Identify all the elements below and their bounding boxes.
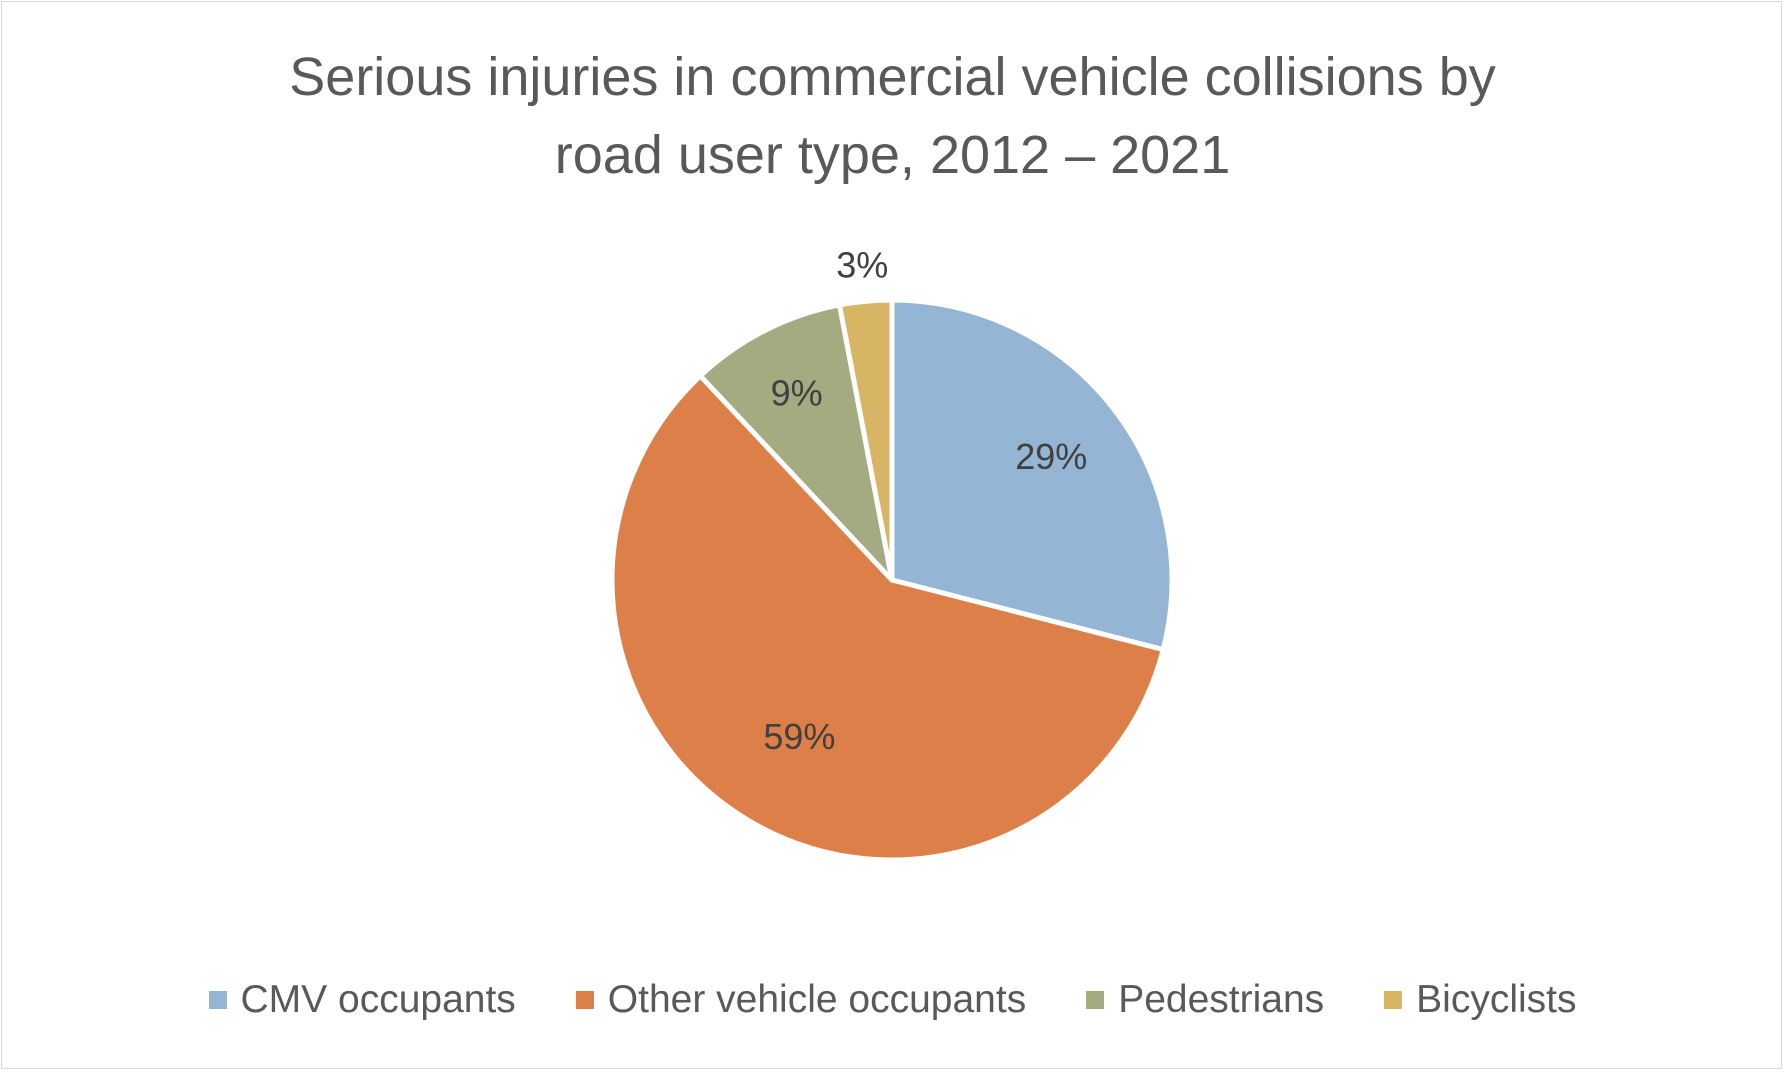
- chart-title-line-2: road user type, 2012 – 2021: [554, 125, 1231, 185]
- legend-swatch-bicyclists: [1384, 991, 1403, 1009]
- legend-item-other-vehicle-occupants: Other vehicle occupants: [575, 978, 1027, 1022]
- data-label-bicyclists: 3%: [836, 245, 888, 286]
- legend-label-pedestrians: Pedestrians: [1118, 978, 1325, 1021]
- data-label-other-vehicle-occupants: 59%: [763, 716, 835, 757]
- legend-swatch-pedestrians: [1086, 991, 1105, 1009]
- legend-swatch-other-vehicle-occupants: [575, 991, 594, 1009]
- legend-label-cmv-occupants: CMV occupants: [240, 978, 516, 1021]
- data-label-pedestrians: 9%: [771, 372, 823, 413]
- pie-slice-other-vehicle-occupants: [609, 373, 1166, 863]
- pie-slice-cmv-occupants: [889, 297, 1175, 653]
- pie-slice-pedestrians: [697, 302, 895, 583]
- chart-title-line-1: Serious injuries in commercial vehicle c…: [289, 47, 1496, 107]
- legend-item-cmv-occupants: CMV occupants: [208, 978, 516, 1022]
- legend-item-pedestrians: Pedestrians: [1086, 978, 1324, 1022]
- pie-data-labels: 29% 59% 9% 3%: [763, 245, 1087, 758]
- legend-label-other-vehicle-occupants: Other vehicle occupants: [607, 978, 1027, 1021]
- chart-title: Serious injuries in commercial vehicle c…: [0, 38, 1785, 194]
- data-label-cmv-occupants: 29%: [1015, 436, 1087, 477]
- pie-slice-bicyclists: [837, 297, 895, 583]
- legend: CMV occupants Other vehicle occupants Pe…: [0, 974, 1785, 1026]
- legend-swatch-cmv-occupants: [208, 991, 227, 1009]
- pie-slices: [609, 297, 1175, 863]
- legend-label-bicyclists: Bicyclists: [1416, 978, 1577, 1021]
- legend-item-bicyclists: Bicyclists: [1384, 978, 1577, 1022]
